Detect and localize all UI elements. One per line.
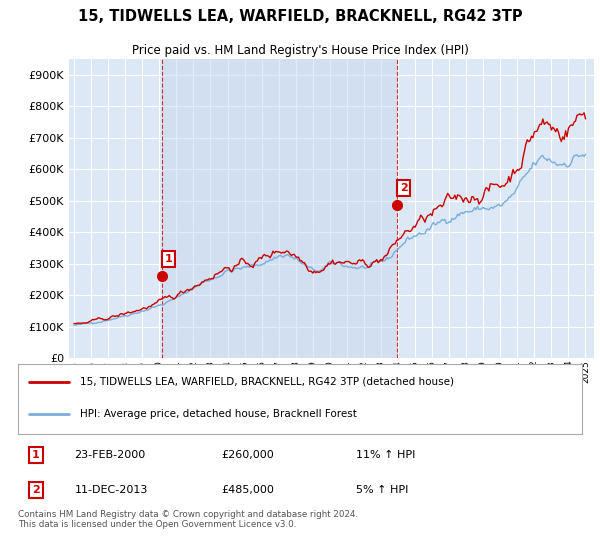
Text: Price paid vs. HM Land Registry's House Price Index (HPI): Price paid vs. HM Land Registry's House … bbox=[131, 44, 469, 57]
Text: Contains HM Land Registry data © Crown copyright and database right 2024.
This d: Contains HM Land Registry data © Crown c… bbox=[18, 510, 358, 529]
Text: 2: 2 bbox=[32, 485, 40, 495]
Text: 23-FEB-2000: 23-FEB-2000 bbox=[74, 450, 146, 460]
Text: 2: 2 bbox=[400, 183, 407, 193]
Text: 5% ↑ HPI: 5% ↑ HPI bbox=[356, 485, 409, 495]
Text: £485,000: £485,000 bbox=[221, 485, 274, 495]
Text: 1: 1 bbox=[164, 254, 172, 264]
Text: 15, TIDWELLS LEA, WARFIELD, BRACKNELL, RG42 3TP (detached house): 15, TIDWELLS LEA, WARFIELD, BRACKNELL, R… bbox=[80, 376, 454, 386]
Text: 11% ↑ HPI: 11% ↑ HPI bbox=[356, 450, 416, 460]
Text: 1: 1 bbox=[32, 450, 40, 460]
Bar bbox=[162, 59, 397, 358]
Text: £260,000: £260,000 bbox=[221, 450, 274, 460]
Text: 15, TIDWELLS LEA, WARFIELD, BRACKNELL, RG42 3TP: 15, TIDWELLS LEA, WARFIELD, BRACKNELL, R… bbox=[77, 9, 523, 24]
Text: HPI: Average price, detached house, Bracknell Forest: HPI: Average price, detached house, Brac… bbox=[80, 409, 357, 419]
Text: 11-DEC-2013: 11-DEC-2013 bbox=[74, 485, 148, 495]
